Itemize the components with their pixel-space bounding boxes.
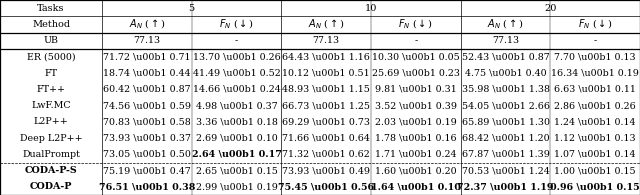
Text: 1.07 \u00b1 0.14: 1.07 \u00b1 0.14 (554, 150, 636, 159)
Text: 10.12 \u00b1 0.51: 10.12 \u00b1 0.51 (282, 69, 370, 78)
Text: ER (5000): ER (5000) (27, 52, 76, 61)
Text: 72.37 \u00b1 1.19: 72.37 \u00b1 1.19 (458, 182, 554, 191)
Text: 65.89 \u00b1 1.30: 65.89 \u00b1 1.30 (461, 117, 550, 126)
Text: $F_N$ ($\downarrow$): $F_N$ ($\downarrow$) (398, 18, 433, 31)
Text: DualPrompt: DualPrompt (22, 150, 80, 159)
Text: 52.43 \u00b1 0.87: 52.43 \u00b1 0.87 (461, 52, 549, 61)
Text: 1.12 \u00b1 0.13: 1.12 \u00b1 0.13 (554, 134, 636, 143)
Text: 76.51 \u00b1 0.38: 76.51 \u00b1 0.38 (99, 182, 195, 191)
Text: 3.52 \u00b1 0.39: 3.52 \u00b1 0.39 (375, 101, 457, 110)
Text: 16.34 \u00b1 0.19: 16.34 \u00b1 0.19 (551, 69, 639, 78)
Text: 71.72 \u00b1 0.71: 71.72 \u00b1 0.71 (103, 52, 191, 61)
Text: 64.43 \u00b1 1.16: 64.43 \u00b1 1.16 (282, 52, 370, 61)
Text: $A_N$ ($\uparrow$): $A_N$ ($\uparrow$) (487, 18, 524, 31)
Text: 4.98 \u00b1 0.37: 4.98 \u00b1 0.37 (196, 101, 277, 110)
Text: 67.87 \u00b1 1.39: 67.87 \u00b1 1.39 (461, 150, 550, 159)
Text: 54.05 \u00b1 2.66: 54.05 \u00b1 2.66 (461, 101, 550, 110)
Text: 77.13: 77.13 (492, 36, 519, 45)
Text: 3.36 \u00b1 0.18: 3.36 \u00b1 0.18 (196, 117, 278, 126)
Text: 70.53 \u00b1 1.24: 70.53 \u00b1 1.24 (461, 166, 549, 175)
Text: 35.98 \u00b1 1.38: 35.98 \u00b1 1.38 (461, 85, 550, 94)
Text: -: - (414, 36, 417, 45)
Text: 48.93 \u00b1 1.15: 48.93 \u00b1 1.15 (282, 85, 370, 94)
Text: -: - (593, 36, 596, 45)
Text: 66.73 \u00b1 1.25: 66.73 \u00b1 1.25 (282, 101, 370, 110)
Text: $A_N$ ($\uparrow$): $A_N$ ($\uparrow$) (308, 18, 344, 31)
Text: 10: 10 (365, 4, 377, 13)
Text: 41.49 \u00b1 0.52: 41.49 \u00b1 0.52 (193, 69, 280, 78)
Text: 73.93 \u00b1 0.37: 73.93 \u00b1 0.37 (103, 134, 191, 143)
Text: 1.60 \u00b1 0.20: 1.60 \u00b1 0.20 (375, 166, 457, 175)
Text: 2.64 \u00b1 0.17: 2.64 \u00b1 0.17 (191, 150, 282, 159)
Text: $F_N$ ($\downarrow$): $F_N$ ($\downarrow$) (578, 18, 612, 31)
Text: Deep L2P++: Deep L2P++ (20, 134, 83, 143)
Text: 1.64 \u00b1 0.10: 1.64 \u00b1 0.10 (371, 182, 461, 191)
Text: CODA-P: CODA-P (30, 182, 72, 191)
Text: 2.69 \u00b1 0.10: 2.69 \u00b1 0.10 (196, 134, 277, 143)
Text: 5: 5 (189, 4, 195, 13)
Text: Tasks: Tasks (37, 4, 65, 13)
Text: 2.03 \u00b1 0.19: 2.03 \u00b1 0.19 (375, 117, 457, 126)
Text: 1.24 \u00b1 0.14: 1.24 \u00b1 0.14 (554, 117, 636, 126)
Text: LwF.MC: LwF.MC (31, 101, 71, 110)
Text: 13.70 \u00b1 0.26: 13.70 \u00b1 0.26 (193, 52, 280, 61)
Text: 68.42 \u00b1 1.20: 68.42 \u00b1 1.20 (461, 134, 549, 143)
Text: 1.00 \u00b1 0.15: 1.00 \u00b1 0.15 (554, 166, 636, 175)
Text: 1.71 \u00b1 0.24: 1.71 \u00b1 0.24 (375, 150, 456, 159)
Text: 69.29 \u00b1 0.73: 69.29 \u00b1 0.73 (282, 117, 370, 126)
Text: 2.99 \u00b1 0.19: 2.99 \u00b1 0.19 (196, 182, 278, 191)
Text: 73.93 \u00b1 0.49: 73.93 \u00b1 0.49 (282, 166, 370, 175)
Text: 0.96 \u00b1 0.15: 0.96 \u00b1 0.15 (550, 182, 640, 191)
Text: 71.66 \u00b1 0.64: 71.66 \u00b1 0.64 (282, 134, 370, 143)
Text: CODA-P-S: CODA-P-S (25, 166, 77, 175)
Text: $F_N$ ($\downarrow$): $F_N$ ($\downarrow$) (219, 18, 254, 31)
Text: 77.13: 77.13 (313, 36, 340, 45)
Text: 74.56 \u00b1 0.59: 74.56 \u00b1 0.59 (103, 101, 191, 110)
Text: 1.78 \u00b1 0.16: 1.78 \u00b1 0.16 (375, 134, 457, 143)
Text: FT: FT (45, 69, 58, 78)
Text: 2.65 \u00b1 0.15: 2.65 \u00b1 0.15 (196, 166, 278, 175)
Text: 60.42 \u00b1 0.87: 60.42 \u00b1 0.87 (103, 85, 191, 94)
Text: 2.86 \u00b1 0.26: 2.86 \u00b1 0.26 (554, 101, 636, 110)
Text: 14.66 \u00b1 0.24: 14.66 \u00b1 0.24 (193, 85, 280, 94)
Text: -: - (235, 36, 238, 45)
Text: UB: UB (44, 36, 58, 45)
Text: 71.32 \u00b1 0.62: 71.32 \u00b1 0.62 (282, 150, 370, 159)
Text: 9.81 \u00b1 0.31: 9.81 \u00b1 0.31 (375, 85, 457, 94)
Text: 70.83 \u00b1 0.58: 70.83 \u00b1 0.58 (103, 117, 191, 126)
Text: 77.13: 77.13 (133, 36, 161, 45)
Text: 75.19 \u00b1 0.47: 75.19 \u00b1 0.47 (103, 166, 191, 175)
Text: 7.70 \u00b1 0.13: 7.70 \u00b1 0.13 (554, 52, 636, 61)
Text: Method: Method (32, 20, 70, 29)
Text: FT++: FT++ (36, 85, 65, 94)
Text: 10.30 \u00b1 0.05: 10.30 \u00b1 0.05 (372, 52, 460, 61)
Text: 25.69 \u00b1 0.23: 25.69 \u00b1 0.23 (372, 69, 460, 78)
Text: 20: 20 (544, 4, 557, 13)
Text: 18.74 \u00b1 0.44: 18.74 \u00b1 0.44 (103, 69, 191, 78)
Text: $A_N$ ($\uparrow$): $A_N$ ($\uparrow$) (129, 18, 165, 31)
Text: 73.05 \u00b1 0.50: 73.05 \u00b1 0.50 (103, 150, 191, 159)
Text: L2P++: L2P++ (34, 117, 68, 126)
Text: 6.63 \u00b1 0.11: 6.63 \u00b1 0.11 (554, 85, 636, 94)
Text: 4.75 \u00b1 0.40: 4.75 \u00b1 0.40 (465, 69, 547, 78)
Text: 75.45 \u00b1 0.56: 75.45 \u00b1 0.56 (278, 182, 374, 191)
